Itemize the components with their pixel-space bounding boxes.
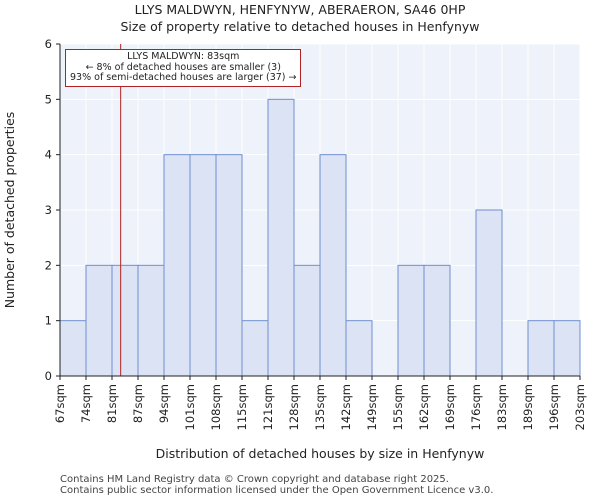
annotation-line-2: ← 8% of detached houses are smaller (3)	[85, 61, 281, 73]
x-tick-labels: 67sqm 74sqm 81sqm 87sqm 94sqm 101sqm 108sqm 115…	[53, 376, 587, 430]
chart-subtitle: Size of property relative to detached ho…	[120, 19, 479, 34]
x-tick-label: 74sqm	[79, 384, 93, 423]
bar	[319, 154, 347, 377]
bars-group	[59, 98, 581, 377]
footer-line-1: Contains HM Land Registry data © Crown c…	[60, 474, 449, 485]
x-tick-label: 135sqm	[313, 384, 327, 430]
bar	[267, 98, 295, 377]
bar	[215, 154, 243, 377]
x-tick-label: 155sqm	[391, 384, 405, 430]
bar	[397, 264, 425, 377]
x-tick-label: 162sqm	[417, 384, 431, 430]
bar	[423, 264, 451, 377]
bar	[527, 320, 555, 377]
x-tick-label: 149sqm	[365, 384, 379, 430]
x-tick-label: 196sqm	[547, 384, 561, 430]
chart-title: LLYS MALDWYN, HENFYNYW, ABERAERON, SA46 …	[135, 2, 466, 17]
x-tick-label: 169sqm	[443, 384, 457, 430]
x-tick-label: 115sqm	[235, 384, 249, 430]
bar	[189, 154, 217, 377]
bar	[85, 264, 113, 377]
y-tick-labels: 0 1 2 3 4 5 6	[45, 37, 60, 383]
annotation-line-3: 93% of semi-detached houses are larger (…	[70, 72, 297, 83]
bar	[111, 264, 139, 377]
bar	[293, 264, 321, 377]
y-tick-label: 0	[45, 369, 52, 383]
x-tick-label: 81sqm	[105, 384, 119, 423]
bar	[475, 209, 503, 377]
x-tick-label: 128sqm	[287, 384, 301, 430]
bar	[553, 320, 581, 377]
x-tick-label: 176sqm	[469, 384, 483, 430]
property-annotation: LLYS MALDWYN: 83sqm ← 8% of detached hou…	[65, 49, 302, 87]
footer-line-2: Contains public sector information licen…	[60, 485, 494, 496]
bar	[137, 264, 165, 377]
bar	[241, 320, 269, 377]
x-tick-label: 121sqm	[261, 384, 275, 430]
y-axis-label: Number of detached properties	[2, 112, 17, 309]
y-tick-label: 5	[45, 92, 52, 106]
x-tick-label: 108sqm	[209, 384, 223, 430]
bar	[59, 320, 87, 377]
x-tick-label: 94sqm	[157, 384, 171, 423]
bar	[345, 320, 373, 377]
x-tick-label: 189sqm	[521, 384, 535, 430]
y-tick-label: 1	[45, 314, 52, 328]
x-axis-label: Distribution of detached houses by size …	[156, 446, 485, 461]
y-tick-label: 4	[45, 148, 52, 162]
x-tick-label: 203sqm	[573, 384, 587, 430]
x-tick-label: 87sqm	[131, 384, 145, 423]
y-tick-label: 6	[45, 37, 52, 51]
x-tick-label: 183sqm	[495, 384, 509, 430]
y-tick-label: 3	[45, 203, 52, 217]
y-tick-label: 2	[45, 258, 52, 272]
bar	[163, 154, 191, 377]
x-tick-label: 142sqm	[339, 384, 353, 430]
x-tick-label: 101sqm	[183, 384, 197, 430]
x-tick-label: 67sqm	[53, 384, 67, 423]
annotation-line-1: LLYS MALDWYN: 83sqm	[127, 51, 240, 62]
